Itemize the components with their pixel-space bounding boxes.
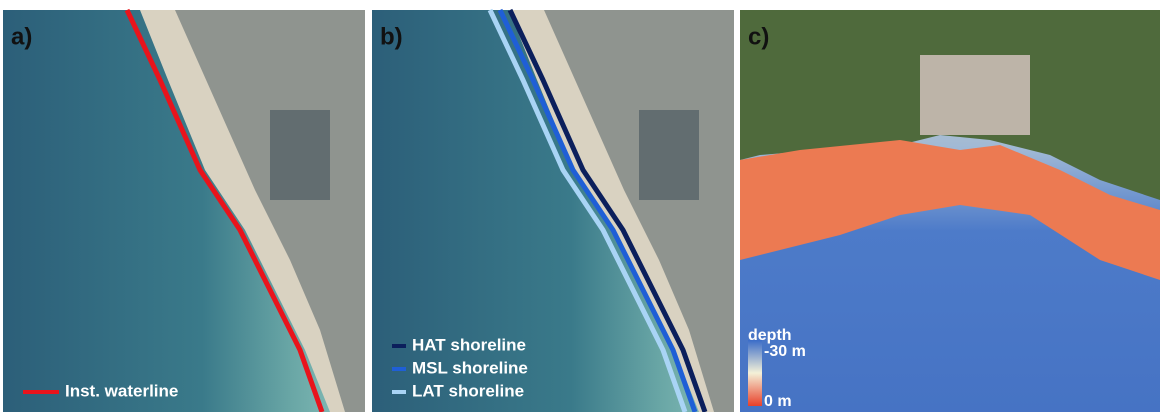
panel-label: a) [11, 23, 32, 50]
legend-label: HAT shoreline [412, 335, 526, 354]
colorbar [748, 340, 762, 406]
colorbar-title: depth [748, 327, 792, 344]
figure: a) Inst. waterline b) HAT shoreline MSL shor… [0, 0, 1163, 412]
legend-label: MSL shoreline [412, 358, 528, 377]
panel-a [3, 10, 372, 412]
panel-label: b) [380, 23, 403, 50]
legend-label: Inst. waterline [65, 381, 178, 400]
colorbar-top: -30 m [764, 343, 806, 360]
panel-label: c) [748, 23, 769, 50]
legend-label: LAT shoreline [412, 381, 524, 400]
colorbar-bottom: 0 m [764, 393, 792, 410]
